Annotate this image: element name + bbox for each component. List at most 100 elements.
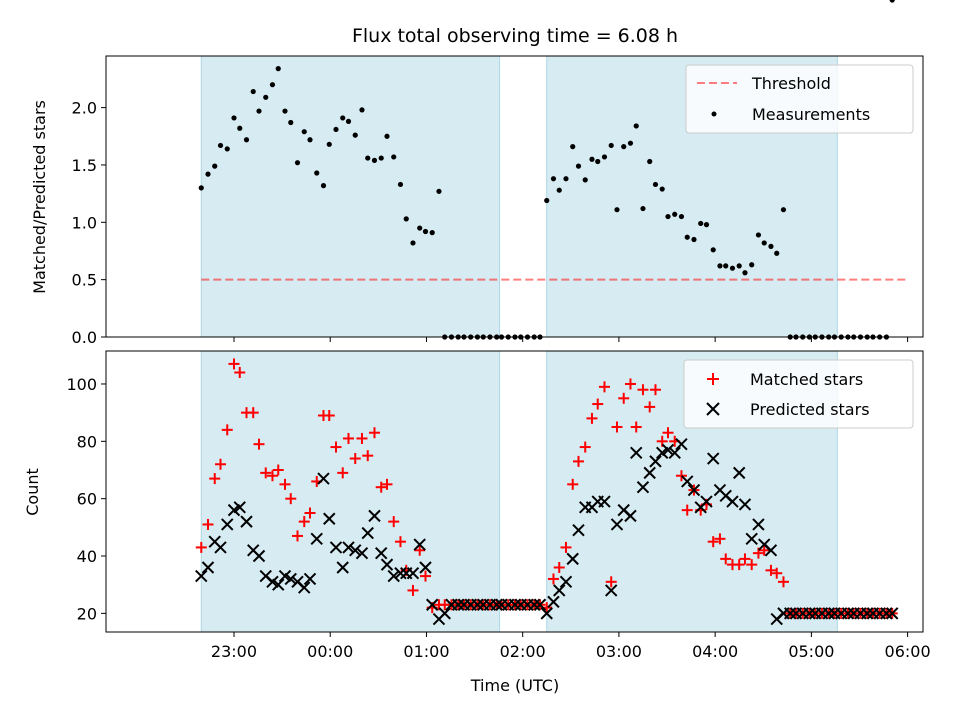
matched-star-point [681, 504, 693, 516]
measurement-point [659, 186, 665, 192]
predicted-star-point [394, 567, 407, 580]
y-tick-label: 1.5 [72, 156, 97, 175]
predicted-star-point [355, 546, 369, 560]
matched-star-point [611, 421, 623, 433]
x-tick-label: 03:00 [596, 642, 642, 661]
measurement-point [307, 137, 313, 143]
matched-star-point [337, 467, 349, 479]
matched-star-point [394, 536, 406, 548]
predicted-star-point [195, 569, 208, 583]
matched-star-point [771, 567, 783, 579]
predicted-star-point [508, 598, 522, 611]
predicted-star-point [880, 607, 893, 620]
y-tick-label: 60 [77, 490, 97, 509]
bottom-legend-box [683, 359, 914, 429]
matched-star-point [739, 553, 751, 565]
measurement-point [269, 82, 276, 88]
measurement-point [633, 123, 639, 129]
matched-star-point [624, 378, 636, 390]
measurement-point [736, 263, 742, 269]
legend-predicted-swatch [706, 402, 720, 416]
matched-star-point [720, 553, 732, 565]
predicted-star-point [375, 546, 388, 560]
predicted-star-point [361, 526, 374, 540]
matched-star-point [662, 427, 674, 439]
top-panel: 0.00.51.01.52.0 Matched/Predicted stars … [30, 0, 924, 347]
matched-star-point [253, 438, 265, 450]
predicted-star-point [822, 607, 835, 620]
matched-star-point [349, 453, 361, 465]
measurement-point [275, 66, 281, 72]
predicted-star-point [732, 466, 746, 480]
top-axes-frame [105, 55, 924, 338]
measurement-point [205, 171, 211, 177]
matched-star-point [630, 421, 642, 433]
predicted-star-point [540, 607, 553, 620]
predicted-star-point [426, 598, 439, 611]
measurement-point [665, 213, 671, 220]
matched-star-point [291, 530, 303, 542]
measurement-point [352, 132, 358, 138]
predicted-star-point [528, 598, 541, 611]
predicted-star-point [605, 584, 618, 597]
predicted-star-point [764, 544, 778, 557]
predicted-star-point [240, 515, 253, 528]
matched-star-point [323, 410, 335, 422]
matched-star-point [234, 367, 246, 379]
matched-star-point [407, 584, 419, 596]
predicted-star-point [636, 480, 650, 494]
bottom-y-ticks: 20 40 60 80 100 [66, 375, 106, 623]
predicted-star-point [349, 544, 362, 557]
measurement-point [410, 240, 416, 246]
measurement-point [301, 129, 307, 135]
predicted-star-point [323, 512, 336, 525]
measurement-point [652, 181, 659, 188]
predicted-star-point [624, 509, 637, 523]
matched-star-point [330, 441, 342, 453]
predicted-star-point [610, 518, 624, 531]
matched-star-point [368, 427, 380, 439]
observing-window [200, 55, 501, 338]
measurement-point [397, 181, 404, 188]
matched-star-point [228, 358, 240, 370]
predicted-star-point [687, 483, 701, 497]
matched-star-point [586, 412, 598, 424]
measurement-point [575, 163, 582, 169]
predicted-star-point [284, 572, 297, 586]
measurement-point [288, 119, 294, 126]
matched-star-point [567, 478, 579, 490]
predicted-star-point [413, 538, 426, 551]
x-tick-label: 23:00 [211, 642, 257, 661]
measurement-point [231, 115, 237, 121]
predicted-star-point [317, 472, 330, 485]
legend-measurements-label: Measurements [752, 105, 870, 124]
predicted-star-point [681, 475, 694, 488]
measurement-point [403, 216, 409, 222]
matched-star-point [343, 432, 355, 444]
predicted-star-point [342, 541, 355, 554]
matched-star-point [644, 401, 656, 413]
measurement-point [326, 141, 332, 147]
measurement-point [672, 211, 678, 217]
measurement-point [237, 125, 243, 131]
measurement-point [640, 205, 646, 212]
predicted-star-point [490, 598, 503, 611]
top-x-ticks [233, 337, 909, 342]
matched-star-point [195, 541, 207, 553]
predicted-star-point [726, 495, 739, 508]
matched-star-point [279, 478, 291, 490]
bottom-legend: Matched stars Predicted stars [683, 359, 914, 429]
matched-star-point [414, 544, 426, 556]
x-tick-label: 02:00 [500, 642, 546, 661]
measurement-point [243, 137, 250, 143]
predicted-star-point [707, 452, 720, 465]
measurement-point [294, 160, 301, 166]
matched-star-point [592, 398, 604, 410]
measurement-point [198, 185, 204, 191]
y-tick-label: 100 [66, 375, 97, 394]
matched-star-point [221, 424, 233, 436]
bottom-x-ticks: 23:00 00:00 01:00 02:00 03:00 04:00 05:00 06:00 [211, 632, 931, 661]
predicted-star-point [419, 561, 432, 574]
matched-star-point [598, 381, 610, 393]
